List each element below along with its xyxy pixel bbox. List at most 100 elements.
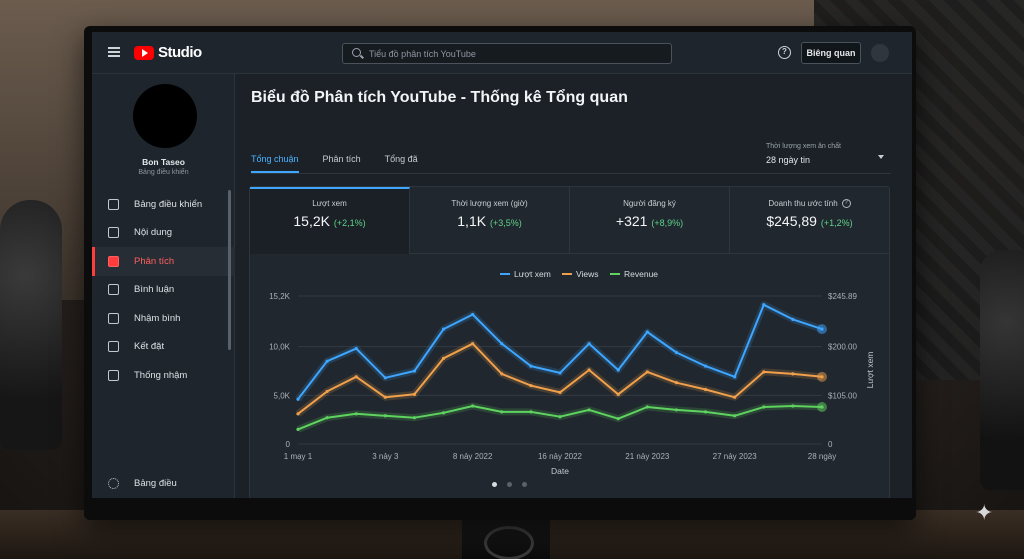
tab-summary[interactable]: Tổng đã bbox=[384, 154, 418, 164]
top-action-button[interactable]: Biêng quan bbox=[801, 42, 861, 64]
data-point bbox=[471, 404, 475, 408]
sparkle-icon: ✦ bbox=[975, 500, 994, 525]
search-icon bbox=[352, 48, 361, 57]
sidebar-item-subtitles[interactable]: Nhậm bình bbox=[92, 304, 235, 333]
data-point bbox=[616, 392, 620, 396]
tab-analysis[interactable]: Phân tích bbox=[322, 154, 361, 164]
period-label: Thời lượng xem ăn chất bbox=[766, 143, 841, 150]
x-axis-label: Date bbox=[551, 466, 569, 476]
sidebar-item-dashboard[interactable]: Bảng điều khiển bbox=[92, 190, 235, 219]
subtitles-icon bbox=[108, 312, 119, 324]
account-avatar[interactable] bbox=[871, 44, 889, 62]
sidebar-item-label: Bảng điều khiển bbox=[134, 198, 203, 210]
pagination-dot[interactable] bbox=[522, 482, 527, 487]
tabs-divider bbox=[251, 173, 891, 174]
data-point bbox=[412, 392, 417, 396]
sidebar-item-gear[interactable]: Bảng điều bbox=[92, 469, 235, 497]
data-point bbox=[791, 317, 795, 321]
y-right-tick-label: $245.89 bbox=[828, 292, 857, 301]
sidebar: Bon Taseo Bảng điều khiển Bảng điều khiể… bbox=[92, 74, 235, 498]
data-point bbox=[558, 415, 562, 419]
legend-label: Revenue bbox=[624, 269, 658, 279]
dashboard-icon bbox=[108, 198, 119, 210]
series-end-glow bbox=[817, 371, 827, 382]
metric-subscribers[interactable]: Người đăng ký +321 (+8,9%) bbox=[570, 187, 730, 254]
data-point bbox=[616, 417, 620, 421]
data-point bbox=[762, 370, 766, 374]
sidebar-item-label: Kết đặt bbox=[134, 341, 165, 353]
metric-value: 15,2K (+2,1%) bbox=[250, 213, 409, 229]
y-right-tick-label: $105.00 bbox=[828, 391, 857, 400]
sidebar-item-comments[interactable]: Bình luận bbox=[92, 276, 235, 305]
series-glow bbox=[295, 301, 824, 402]
analytics-card: Lượt xem 15,2K (+2,1%) Thời lượng xem (g… bbox=[249, 186, 890, 498]
data-point bbox=[412, 416, 417, 420]
analytics-icon bbox=[108, 255, 119, 267]
metric-views[interactable]: Lượt xem 15,2K (+2,1%) bbox=[250, 187, 410, 254]
studio-logo[interactable]: Studio bbox=[134, 44, 202, 61]
period-selector[interactable]: Thời lượng xem ăn chất 28 ngày tin bbox=[766, 143, 888, 165]
channel-subtitle: Bảng điều khiển bbox=[138, 169, 189, 176]
metric-revenue[interactable]: Doanh thu ước tính? $245,89 (+1,2%) bbox=[730, 187, 889, 254]
data-point bbox=[733, 414, 737, 418]
tab-overview[interactable]: Tổng chuận bbox=[251, 154, 299, 173]
data-point bbox=[645, 330, 649, 334]
x-tick-label: 3 nảy 3 bbox=[372, 452, 399, 461]
microphone-left bbox=[0, 200, 62, 450]
data-point bbox=[558, 371, 562, 375]
data-point bbox=[587, 408, 591, 412]
data-point bbox=[441, 356, 446, 360]
data-point bbox=[674, 381, 679, 385]
data-point bbox=[587, 368, 591, 372]
data-point bbox=[354, 375, 358, 379]
menu-icon[interactable] bbox=[108, 47, 120, 57]
metric-value: +321 (+8,9%) bbox=[570, 213, 729, 229]
content-icon bbox=[108, 227, 119, 239]
sidebar-item-label: Phân tích bbox=[134, 255, 175, 267]
data-point bbox=[529, 383, 533, 388]
data-point bbox=[296, 412, 300, 416]
metric-tabs: Lượt xem 15,2K (+2,1%) Thời lượng xem (g… bbox=[250, 187, 889, 254]
y-right-tick-label: 0 bbox=[828, 440, 833, 449]
x-tick-label: 1 mạy 1 bbox=[284, 452, 313, 461]
channel-name: Bon Taseo bbox=[142, 157, 185, 167]
sidebar-scrollbar[interactable] bbox=[228, 190, 231, 350]
x-tick-label: 21 nảy 2023 bbox=[625, 452, 670, 461]
info-icon[interactable]: ? bbox=[841, 199, 851, 209]
sidebar-item-customization[interactable]: Thống nhậm bbox=[92, 361, 235, 390]
sidebar-item-feedback[interactable]: Thống kê thống bbox=[92, 497, 235, 498]
customization-icon bbox=[108, 369, 119, 381]
pagination-dot[interactable] bbox=[507, 482, 512, 487]
channel-avatar[interactable] bbox=[133, 84, 197, 148]
data-point bbox=[674, 350, 679, 355]
x-tick-label: 28 ngày bbox=[808, 452, 836, 461]
data-point bbox=[383, 395, 387, 399]
comments-icon bbox=[108, 284, 119, 296]
metric-number: 1,1K bbox=[457, 213, 487, 229]
y-tick-label: 10,0K bbox=[269, 343, 291, 352]
legend-label: Views bbox=[576, 269, 599, 279]
data-point bbox=[703, 387, 708, 392]
data-point bbox=[762, 303, 766, 307]
data-point bbox=[325, 389, 329, 394]
data-point bbox=[616, 368, 620, 372]
help-icon[interactable]: ? bbox=[778, 46, 791, 59]
microphone-right bbox=[980, 250, 1024, 490]
search-box[interactable] bbox=[342, 43, 672, 64]
data-point bbox=[354, 412, 358, 416]
metric-label: Thời lượng xem (giờ) bbox=[451, 199, 528, 208]
search-input[interactable] bbox=[369, 46, 659, 61]
metric-watch-time[interactable]: Thời lượng xem (giờ) 1,1K (+3,5%) bbox=[410, 187, 570, 254]
sidebar-item-analytics[interactable]: Phân tích bbox=[92, 247, 235, 276]
pagination-dot[interactable] bbox=[492, 482, 497, 487]
line-chart: 0 0 5,0K $105.00 10,0K $200.00 15,2K $245.89 1 m… bbox=[269, 269, 875, 476]
sidebar-item-content[interactable]: Nội dung bbox=[92, 219, 235, 248]
gear-icon bbox=[108, 477, 119, 489]
data-point bbox=[645, 370, 649, 374]
data-point bbox=[733, 375, 737, 379]
tab-bar: Tổng chuận Phân tích Tổng đã bbox=[251, 154, 418, 173]
sidebar-item-earn[interactable]: Kết đặt bbox=[92, 333, 235, 362]
y-right-tick-label: $200.00 bbox=[828, 343, 857, 352]
y-tick-label: 5,0K bbox=[274, 391, 291, 400]
metric-label: Doanh thu ước tính? bbox=[730, 199, 889, 209]
